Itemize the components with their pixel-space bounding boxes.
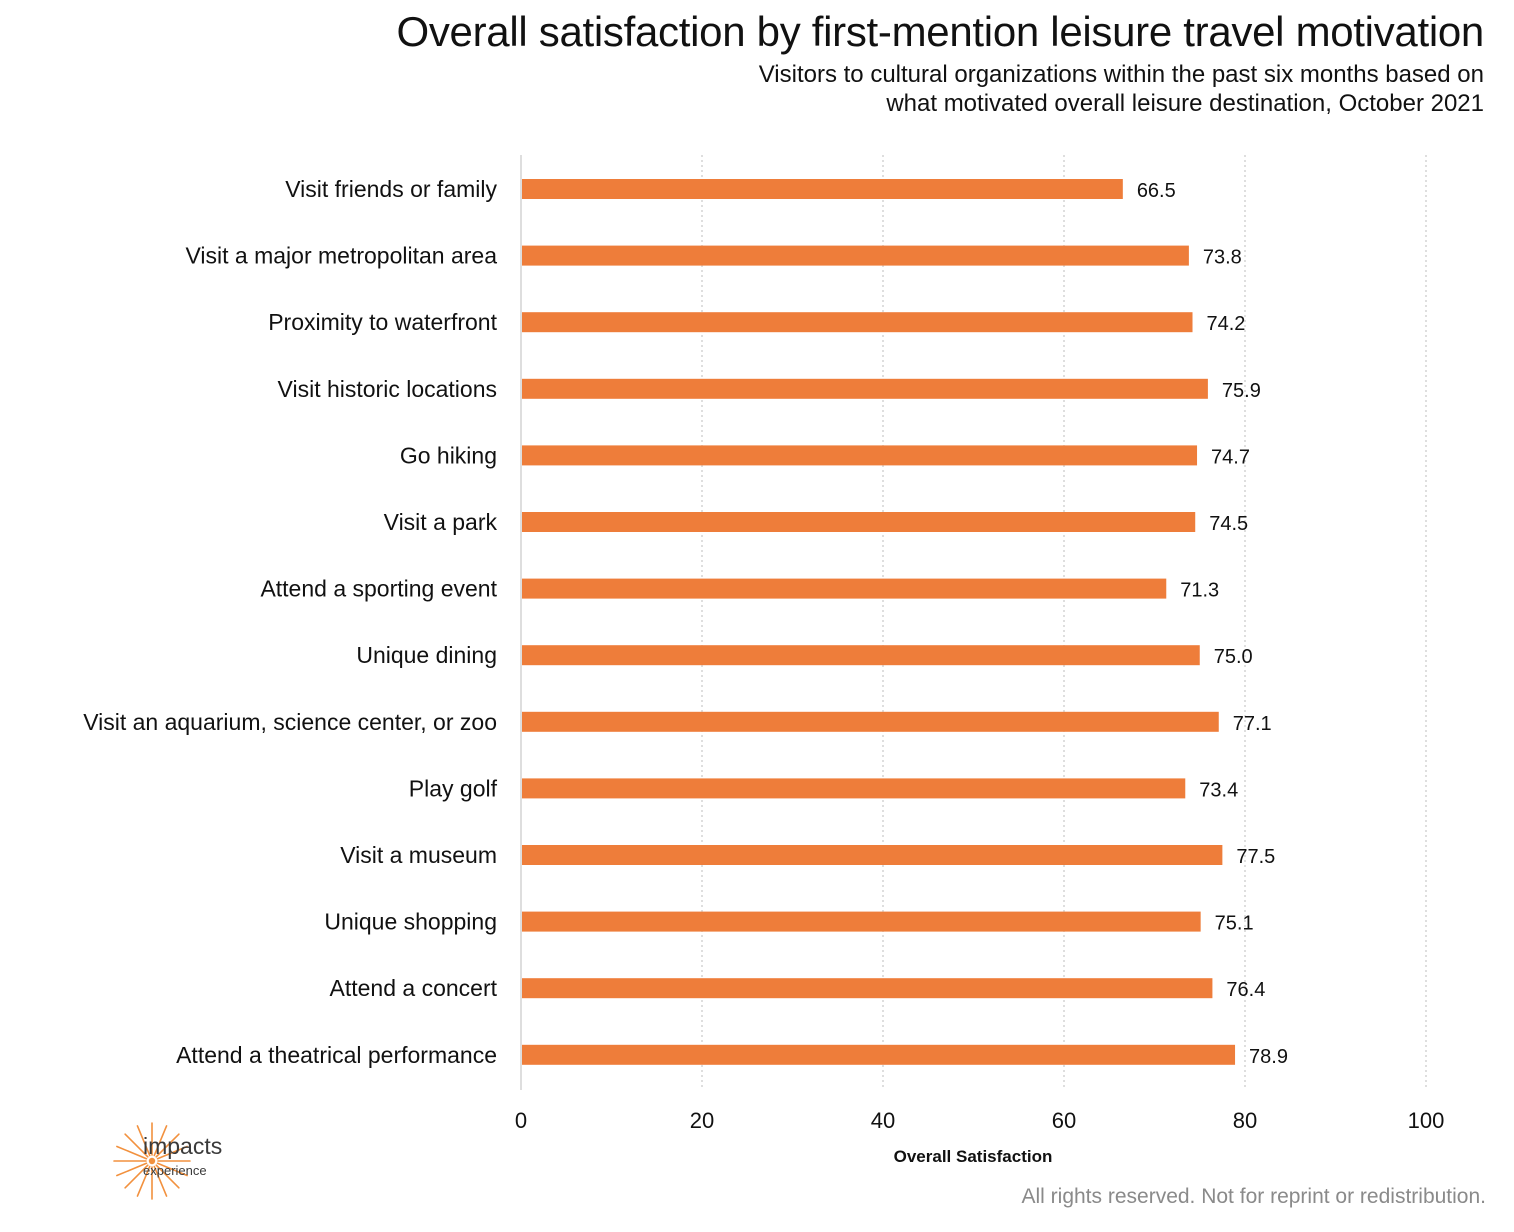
bar: [522, 778, 1186, 799]
x-tick-labels: 0 20 40 60 80 100: [515, 1108, 1444, 1133]
bar: [522, 911, 1201, 932]
bar: [522, 179, 1123, 199]
category-label: Visit historic locations: [278, 376, 497, 402]
bars: [522, 179, 1236, 1065]
category-label: Unique shopping: [324, 909, 497, 935]
data-label: 75.1: [1215, 913, 1254, 935]
data-label: 71.3: [1180, 580, 1219, 602]
x-tick-label: 20: [690, 1108, 714, 1133]
bar: [522, 645, 1200, 666]
data-label: 78.9: [1249, 1046, 1288, 1068]
data-label: 76.4: [1226, 979, 1265, 1001]
data-label: 77.1: [1233, 713, 1272, 735]
x-tick-label: 80: [1233, 1108, 1257, 1133]
category-label: Visit a major metropolitan area: [186, 243, 498, 269]
data-label: 75.0: [1214, 646, 1253, 668]
x-axis-title: Overall Satisfaction: [894, 1147, 1053, 1166]
chart-title: Overall satisfaction by first-mention le…: [396, 8, 1484, 55]
grid-lines: [520, 155, 1427, 1090]
footer-copyright: All rights reserved. Not for reprint or …: [1021, 1185, 1486, 1208]
data-label: 73.4: [1199, 779, 1238, 801]
category-label: Unique dining: [356, 642, 497, 668]
category-label: Attend a theatrical performance: [176, 1042, 497, 1068]
x-tick-label: 60: [1052, 1108, 1076, 1133]
bar: [522, 378, 1208, 399]
x-tick-label: 0: [515, 1108, 527, 1133]
subtitle-line-2: what motivated overall leisure destinati…: [886, 90, 1484, 117]
bar: [522, 978, 1213, 999]
category-label: Visit friends or family: [285, 176, 497, 202]
data-label: 74.7: [1211, 446, 1250, 468]
chart-subtitle: Visitors to cultural organizations withi…: [484, 60, 1484, 118]
category-labels: Visit friends or family Visit a major met…: [83, 176, 497, 1068]
category-label: Go hiking: [400, 442, 497, 468]
bar: [522, 578, 1167, 599]
category-label: Play golf: [409, 775, 498, 801]
x-tick-label: 100: [1408, 1108, 1445, 1133]
data-label: 74.2: [1207, 313, 1246, 335]
data-label: 77.5: [1236, 846, 1275, 868]
logo-subtext: experience: [143, 1163, 207, 1178]
category-label: Attend a concert: [330, 975, 498, 1001]
data-label: 75.9: [1222, 380, 1261, 402]
category-label: Visit an aquarium, science center, or zo…: [83, 709, 497, 735]
bar: [522, 312, 1193, 333]
bar: [522, 445, 1198, 466]
data-label: 66.5: [1137, 180, 1176, 202]
bar: [522, 245, 1189, 266]
bar: [522, 845, 1223, 865]
impacts-logo-icon: [113, 1122, 191, 1200]
subtitle-line-1: Visitors to cultural organizations withi…: [758, 61, 1484, 88]
category-label: Visit a park: [384, 509, 498, 535]
category-label: Visit a museum: [340, 842, 497, 868]
logo-wordmark: impacts: [143, 1133, 223, 1159]
data-label: 74.5: [1209, 513, 1248, 535]
x-tick-label: 40: [871, 1108, 895, 1133]
bar: [522, 1044, 1236, 1065]
bar: [522, 711, 1219, 732]
data-labels: 66.5 73.8 74.2 75.9 74.7 74.5 71.3 75.0 77.1 73.4…: [1137, 180, 1288, 1068]
bar: [522, 512, 1196, 532]
data-label: 73.8: [1203, 247, 1242, 269]
category-label: Attend a sporting event: [260, 576, 497, 602]
category-label: Proximity to waterfront: [268, 309, 497, 335]
